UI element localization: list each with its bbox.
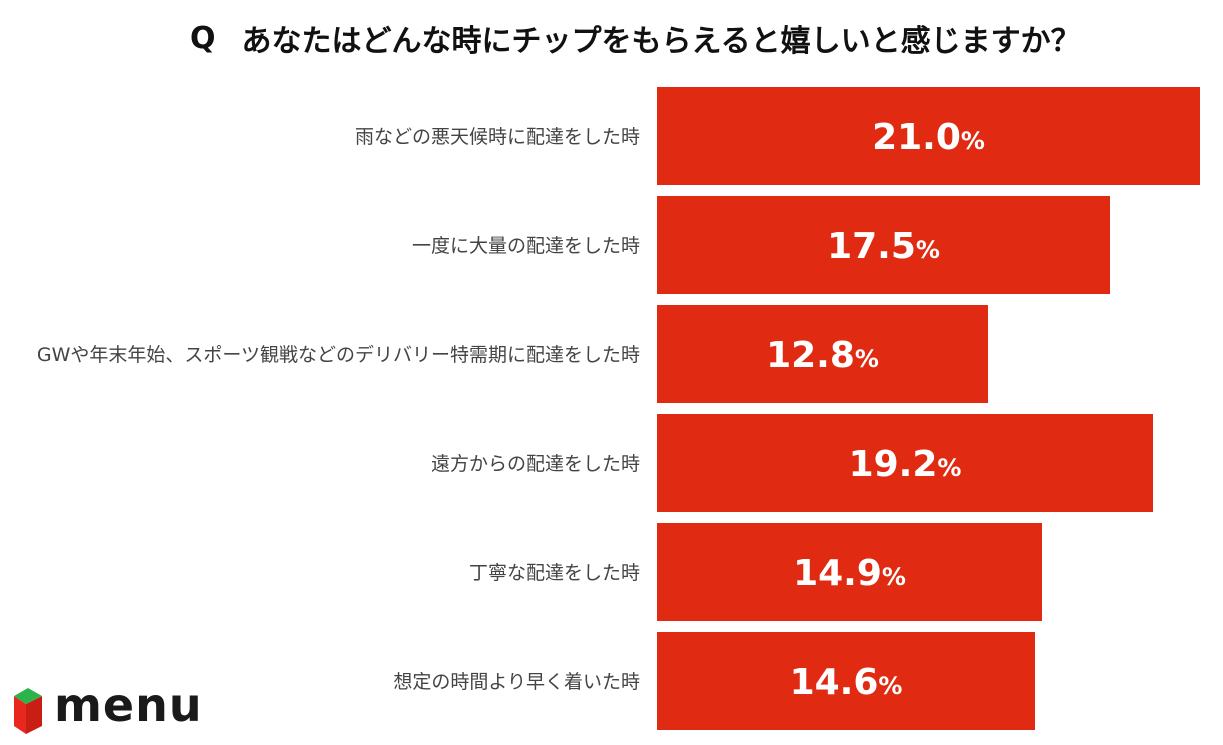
question-mark-label: Q [190, 20, 216, 56]
question-text: あなたはどんな時にチップをもらえると嬉しいと感じますか？ [241, 24, 1081, 59]
value-label: 12.8% [766, 335, 879, 376]
value-label: 17.5% [827, 226, 940, 267]
menu-logo: menu [12, 680, 212, 736]
bar-2 [657, 305, 988, 403]
value-label: 14.9% [793, 553, 906, 594]
value-label: 19.2% [849, 444, 962, 485]
menu-logo-text: menu [54, 678, 203, 732]
category-label: 丁寧な配達をした時 [469, 562, 640, 584]
bar-3 [657, 414, 1153, 512]
bar-5 [657, 632, 1035, 730]
bar-1 [657, 196, 1110, 294]
value-label: 21.0% [872, 117, 985, 158]
category-label: 想定の時間より早く着いた時 [393, 671, 640, 693]
category-label: 遠方からの配達をした時 [431, 453, 640, 475]
category-label: 一度に大量の配達をした時 [412, 235, 640, 257]
value-label: 14.6% [790, 662, 903, 703]
category-label: 雨などの悪天候時に配達をした時 [355, 126, 640, 148]
chart-title: Q あなたはどんな時にチップをもらえると嬉しいと感じますか？ [0, 0, 1223, 76]
bar-0 [657, 87, 1200, 185]
menu-logo-icon [14, 688, 42, 734]
category-label: GWや年末年始、スポーツ観戦などのデリバリー特需期に配達をした時 [37, 344, 640, 366]
bar-4 [657, 523, 1042, 621]
